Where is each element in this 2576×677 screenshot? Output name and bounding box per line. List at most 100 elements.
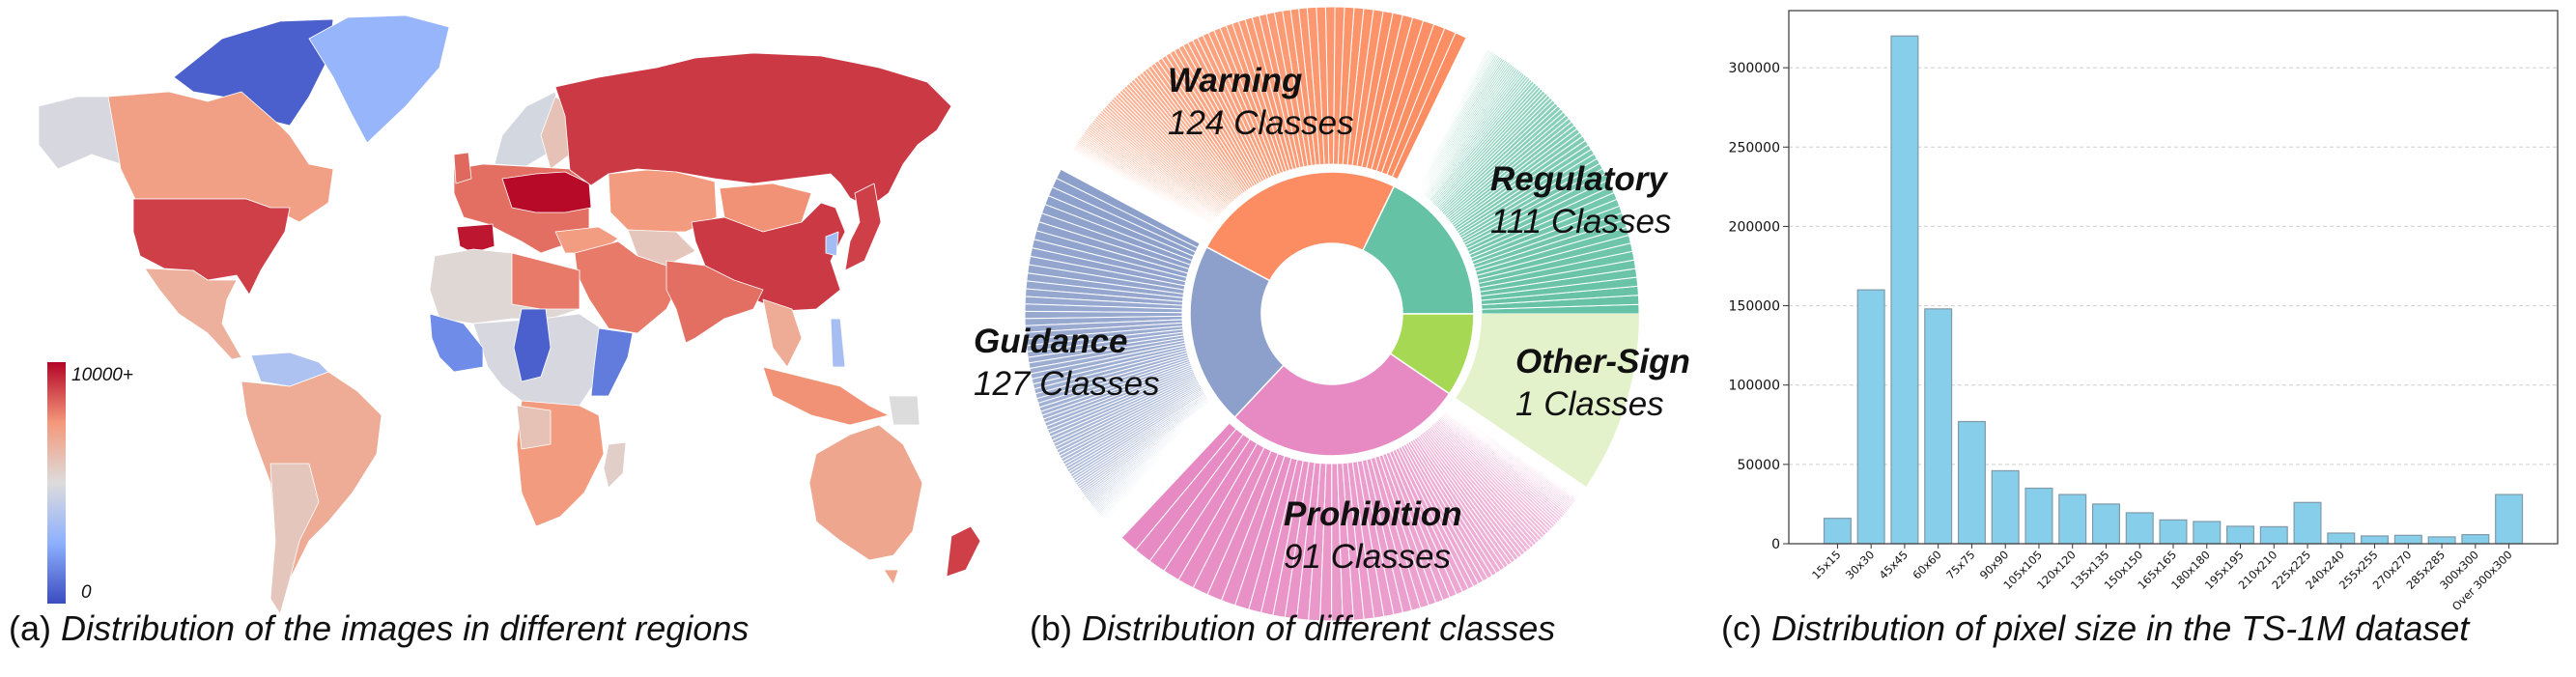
- outer-slice-guidance: [1119, 421, 1231, 538]
- outer-slice-guidance: [1070, 392, 1207, 480]
- outer-slice-guidance: [1119, 421, 1231, 538]
- world-map: [38, 14, 981, 615]
- outer-slice-guidance: [1079, 398, 1210, 492]
- outer-slice-prohibition: [1444, 410, 1566, 517]
- outer-slice-regulatory: [1410, 52, 1497, 188]
- map-region-central-europe: [501, 171, 592, 213]
- outer-slice-regulatory: [1401, 42, 1478, 183]
- outer-slice-warning: [1081, 133, 1211, 228]
- label-prohibition: Prohibition 91 Classes: [1284, 494, 1462, 578]
- outer-slice-regulatory: [1399, 39, 1472, 182]
- outer-slice-warning: [1075, 141, 1209, 232]
- outer-slice-guidance: [1106, 414, 1224, 525]
- outer-slice-guidance: [1118, 421, 1230, 537]
- outer-slice-prohibition: [1134, 428, 1244, 562]
- outer-slice-prohibition: [1120, 422, 1237, 551]
- x-tick-label: 240x240: [2303, 548, 2347, 592]
- outer-slice-guidance: [1092, 407, 1217, 510]
- x-tick-label: Over 300x300: [2449, 548, 2515, 613]
- outer-slice-prohibition: [1148, 434, 1251, 572]
- map-region-indonesia: [762, 366, 890, 426]
- outer-slice-guidance: [1031, 239, 1188, 283]
- outer-slice-guidance: [1110, 416, 1226, 528]
- outer-slice-guidance: [1035, 221, 1190, 274]
- map-region-tasmania: [883, 569, 899, 585]
- caption-b-text: Distribution of different classes: [1082, 608, 1556, 648]
- outer-slice-warning: [1069, 151, 1205, 237]
- outer-slice-warning: [1062, 162, 1203, 242]
- outer-slice-warning: [1063, 161, 1203, 241]
- inner-segment-guidance: [1189, 245, 1286, 419]
- outer-slice-regulatory: [1403, 44, 1484, 184]
- outer-slice-warning: [1082, 131, 1212, 228]
- outer-slice-guidance: [1091, 407, 1217, 508]
- outer-slice-regulatory: [1397, 37, 1469, 181]
- outer-slice-guidance: [1114, 418, 1228, 532]
- outer-slice-guidance: [1100, 411, 1221, 519]
- outer-slice-warning: [1060, 168, 1202, 244]
- outer-slice-regulatory: [1401, 42, 1477, 183]
- outer-slice-regulatory: [1477, 242, 1633, 285]
- outer-slice-guidance: [1030, 247, 1187, 287]
- outer-slice-regulatory: [1412, 55, 1501, 190]
- outer-slice-guidance: [1098, 410, 1220, 517]
- outer-slice-guidance: [1117, 420, 1230, 536]
- outer-slice-regulatory: [1479, 259, 1637, 293]
- outer-slice-regulatory: [1406, 47, 1489, 186]
- outer-slice-regulatory: [1409, 51, 1494, 187]
- outer-slice-warning: [1064, 158, 1203, 240]
- outer-slice-regulatory: [1406, 47, 1488, 185]
- bar-90x90: [1991, 469, 2020, 545]
- outer-slice-guidance: [1089, 405, 1215, 505]
- outer-slice-warning: [1062, 164, 1203, 242]
- outer-slice-regulatory: [1398, 38, 1471, 182]
- bar-225x225: [2293, 501, 2322, 545]
- colorbar-max-label: 10000+: [71, 365, 133, 385]
- outer-slice-regulatory: [1397, 37, 1468, 181]
- outer-slice-warning: [1061, 166, 1202, 243]
- outer-slice-warning: [1068, 154, 1205, 238]
- bar-120x120: [2058, 494, 2087, 545]
- x-tick-label: 45x45: [1877, 548, 1911, 581]
- outer-slice-regulatory: [1398, 38, 1470, 181]
- bar-135x135: [2091, 503, 2120, 545]
- y-tick-label: 300000: [1729, 61, 1780, 76]
- outer-slice-guidance: [1087, 404, 1214, 502]
- outer-slice-prohibition: [1163, 438, 1259, 581]
- plot-frame: [1788, 10, 2559, 545]
- outer-slice-guidance: [1033, 230, 1189, 279]
- x-tick-label: 15x15: [1809, 548, 1843, 581]
- x-tick-label: 90x90: [1977, 548, 2011, 581]
- outer-slice-guidance: [1114, 419, 1228, 533]
- outer-slice-guidance: [1107, 415, 1224, 525]
- caption-b-prefix: (b): [1030, 608, 1082, 648]
- outer-slice-guidance: [1096, 409, 1219, 515]
- label-name: Guidance: [974, 323, 1128, 360]
- caption-a-text: Distribution of the images in different …: [61, 608, 750, 648]
- map-region-spain: [456, 223, 495, 254]
- outer-slice-guidance: [1051, 177, 1199, 253]
- outer-slice-warning: [1072, 146, 1207, 234]
- map-region-arctic: [173, 18, 334, 127]
- caption-c-text: Distribution of pixel size in the TS-1M …: [1770, 608, 2470, 648]
- outer-slice-warning: [1061, 166, 1202, 243]
- map-region-greenland: [308, 14, 450, 144]
- outer-slice-warning: [1067, 154, 1205, 238]
- outer-slice-warning: [1066, 156, 1204, 240]
- bar-60x60: [1924, 308, 1953, 545]
- map-region-southern-cone: [269, 463, 320, 615]
- bar-75x75: [1957, 420, 1986, 545]
- outer-slice-warning: [1072, 147, 1207, 235]
- outer-slice-regulatory: [1400, 40, 1475, 183]
- outer-slice-guidance: [1103, 413, 1223, 522]
- y-tick-label: 150000: [1729, 299, 1780, 315]
- outer-slice-guidance: [1094, 408, 1218, 512]
- outer-slice-warning: [1064, 159, 1203, 240]
- map-region-usa: [132, 198, 291, 296]
- outer-slice-regulatory: [1403, 44, 1483, 184]
- bar-270x270: [2393, 534, 2422, 545]
- map-region-alaska: [38, 96, 122, 170]
- outer-slice-warning: [1361, 12, 1403, 169]
- outer-slice-warning: [1067, 155, 1204, 239]
- outer-slice-guidance: [1117, 420, 1229, 535]
